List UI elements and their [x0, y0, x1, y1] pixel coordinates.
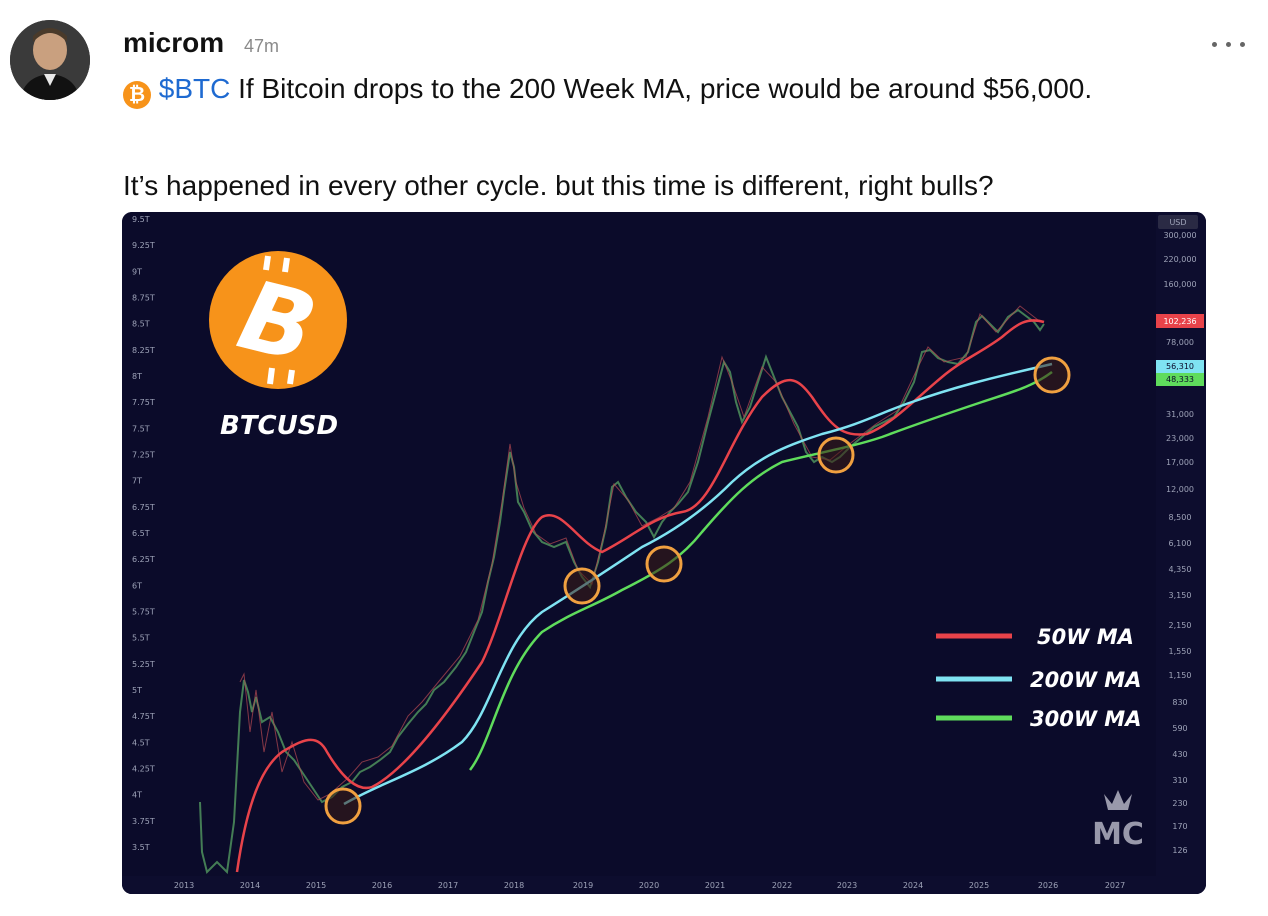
price-tag-300w — [1156, 373, 1204, 386]
left-axis-label: 7.25T — [132, 451, 155, 460]
right-axis-label: 590 — [1172, 724, 1187, 733]
right-axis-label: 1,550 — [1169, 647, 1192, 656]
bitcoin-icon: ₿ — [123, 81, 151, 109]
btc-chart: 9.5T 9.25T 9T 8.75T 8.5T 8.25T 8T 7.75T 7.5T 7.25… — [122, 212, 1206, 894]
right-axis-label: 310 — [1172, 776, 1187, 785]
x-axis-label: 2017 — [438, 881, 458, 890]
right-axis: 300,000 220,000 160,000 78,000 31,000 23,000 1… — [1163, 231, 1196, 855]
price-tag-200w — [1156, 360, 1204, 373]
right-axis-label: 4,350 — [1169, 565, 1192, 574]
price-tag-50w-value: 102,236 — [1163, 317, 1196, 326]
right-axis-label: 430 — [1172, 750, 1187, 759]
right-axis-label: 830 — [1172, 698, 1187, 707]
left-axis-label: 4.75T — [132, 712, 155, 721]
left-axis-label: 7.5T — [132, 424, 150, 433]
left-axis-label: 5.75T — [132, 608, 155, 617]
x-axis-label: 2019 — [573, 881, 593, 890]
x-axis-label: 2025 — [969, 881, 989, 890]
post-text-line-1: ₿ $BTC If Bitcoin drops to the 200 Week … — [123, 73, 1092, 109]
left-axis-label: 8.75T — [132, 294, 155, 303]
left-axis-label: 9.25T — [132, 241, 155, 250]
left-axis-label: 6T — [132, 581, 142, 590]
right-axis-label: 230 — [1172, 799, 1187, 808]
price-tag-200w-value: 56,310 — [1166, 362, 1194, 371]
right-axis-label: 1,150 — [1169, 671, 1192, 680]
left-axis-label: 6.75T — [132, 503, 155, 512]
x-axis-label: 2015 — [306, 881, 326, 890]
x-axis-label: 2022 — [772, 881, 792, 890]
right-axis-label: 220,000 — [1163, 255, 1196, 264]
x-axis-label: 2024 — [903, 881, 923, 890]
right-axis-label: 170 — [1172, 822, 1187, 831]
right-axis-label: 6,100 — [1169, 539, 1192, 548]
left-axis-label: 9.5T — [132, 215, 150, 224]
right-axis-label: 3,150 — [1169, 591, 1192, 600]
bitcoin-logo-icon: B — [209, 251, 347, 389]
left-axis-label: 3.75T — [132, 817, 155, 826]
cashtag-link[interactable]: $BTC — [158, 73, 231, 104]
legend-label-300w: 300W MA — [1030, 707, 1141, 731]
ma-50w-line — [235, 319, 1045, 873]
ma-300w-line — [469, 370, 1053, 771]
left-axis-label: 3.5T — [132, 843, 150, 852]
x-axis-label: 2016 — [372, 881, 392, 890]
avatar-image — [10, 20, 90, 100]
username[interactable]: microm — [123, 27, 225, 58]
left-axis-label: 5.25T — [132, 660, 155, 669]
right-axis-label: 8,500 — [1169, 513, 1192, 522]
mc-watermark-icon: MC — [1092, 790, 1144, 852]
left-axis-label: 8.25T — [132, 346, 155, 355]
x-axis: 2013 2014 2015 2016 2017 2018 2019 2020 2021 2022… — [174, 881, 1125, 890]
x-axis-label: 2021 — [705, 881, 725, 890]
chart-legend: 50W MA 200W MA 300W MA — [936, 625, 1141, 731]
ma-200w-line — [343, 362, 1053, 806]
price-tag-300w-value: 48,333 — [1166, 375, 1194, 384]
chart-title: BTCUSD — [220, 411, 338, 441]
x-axis-label: 2026 — [1038, 881, 1058, 890]
left-axis-label: 6.25T — [132, 555, 155, 564]
left-axis-label: 9T — [132, 267, 142, 276]
price-tag-50w — [1156, 314, 1204, 328]
currency-label: USD — [1169, 218, 1186, 227]
x-axis-label: 2014 — [240, 881, 260, 890]
legend-label-200w: 200W MA — [1030, 668, 1141, 692]
avatar[interactable] — [10, 20, 90, 100]
x-axis-label: 2027 — [1105, 881, 1125, 890]
left-axis-label: 8T — [132, 372, 142, 381]
x-axis-label: 2023 — [837, 881, 857, 890]
timestamp: 47m — [244, 36, 280, 56]
post-text-line-2: It’s happened in every other cycle. but … — [123, 170, 994, 201]
left-axis-label: 8.5T — [132, 320, 150, 329]
left-axis-label: 4.5T — [132, 738, 150, 747]
right-axis-label: 17,000 — [1166, 458, 1194, 467]
x-axis-label: 2013 — [174, 881, 194, 890]
left-axis-label: 5.5T — [132, 634, 150, 643]
left-axis-label: 6.5T — [132, 529, 150, 538]
x-axis-label: 2020 — [639, 881, 659, 890]
left-axis-label: 7T — [132, 477, 142, 486]
right-axis-label: 31,000 — [1166, 410, 1194, 419]
right-axis-label: 300,000 — [1163, 231, 1196, 240]
watermark-text: MC — [1092, 817, 1144, 852]
left-axis-label: 4T — [132, 791, 142, 800]
legend-label-50w: 50W MA — [1037, 625, 1134, 649]
right-axis-label: 2,150 — [1169, 621, 1192, 630]
right-axis-label: 12,000 — [1166, 485, 1194, 494]
x-axis-label: 2018 — [504, 881, 524, 890]
left-axis-label: 4.25T — [132, 765, 155, 774]
right-axis-label: 160,000 — [1163, 280, 1196, 289]
chart-image[interactable]: 9.5T 9.25T 9T 8.75T 8.5T 8.25T 8T 7.75T 7.5T 7.25… — [122, 212, 1206, 894]
more-options-icon[interactable] — [1206, 28, 1254, 58]
right-axis-label: 126 — [1172, 846, 1187, 855]
left-axis-label: 5T — [132, 686, 142, 695]
touch-circles — [324, 356, 1071, 825]
right-axis-label: 23,000 — [1166, 434, 1194, 443]
left-axis: 9.5T 9.25T 9T 8.75T 8.5T 8.25T 8T 7.75T 7.5T 7.25… — [132, 215, 155, 852]
right-axis-label: 78,000 — [1166, 338, 1194, 347]
left-axis-label: 7.75T — [132, 398, 155, 407]
post-text-main: If Bitcoin drops to the 200 Week MA, pri… — [230, 73, 1093, 104]
